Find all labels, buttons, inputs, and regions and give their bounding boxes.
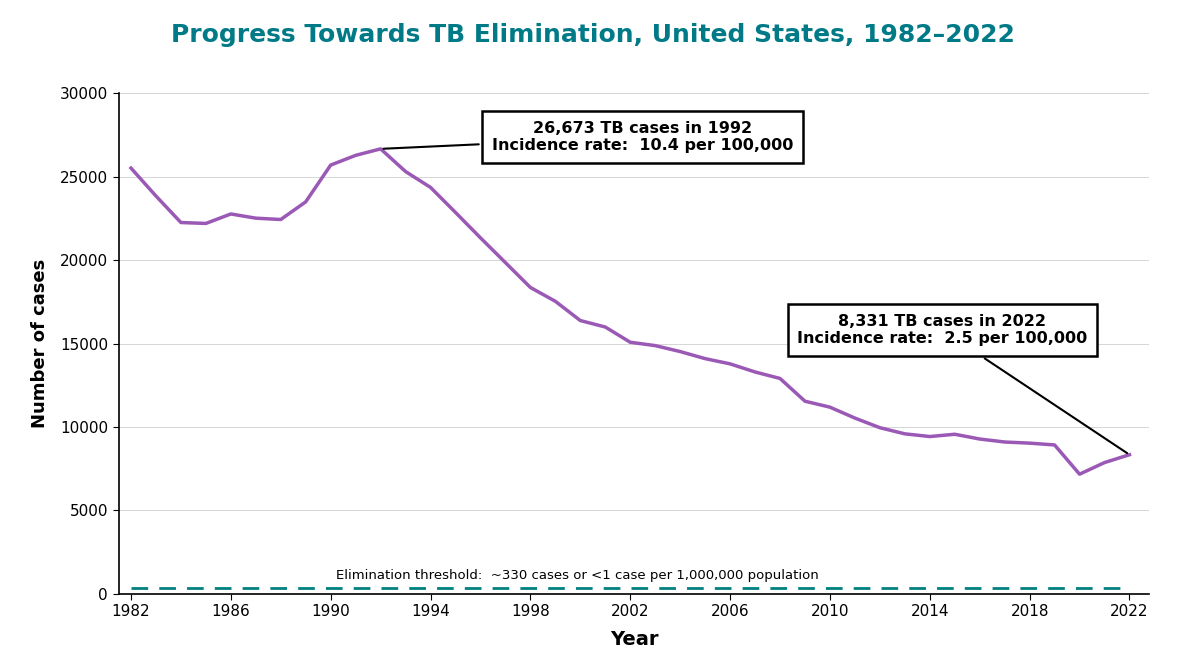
Text: 26,673 TB cases in 1992
Incidence rate:  10.4 per 100,000: 26,673 TB cases in 1992 Incidence rate: …: [384, 121, 794, 153]
Y-axis label: Number of cases: Number of cases: [31, 259, 49, 428]
Text: 8,331 TB cases in 2022
Incidence rate:  2.5 per 100,000: 8,331 TB cases in 2022 Incidence rate: 2…: [798, 314, 1127, 453]
X-axis label: Year: Year: [610, 630, 658, 649]
Text: Progress Towards TB Elimination, United States, 1982–2022: Progress Towards TB Elimination, United …: [171, 23, 1014, 47]
Text: Elimination threshold:  ~330 cases or <1 case per 1,000,000 population: Elimination threshold: ~330 cases or <1 …: [335, 569, 819, 582]
